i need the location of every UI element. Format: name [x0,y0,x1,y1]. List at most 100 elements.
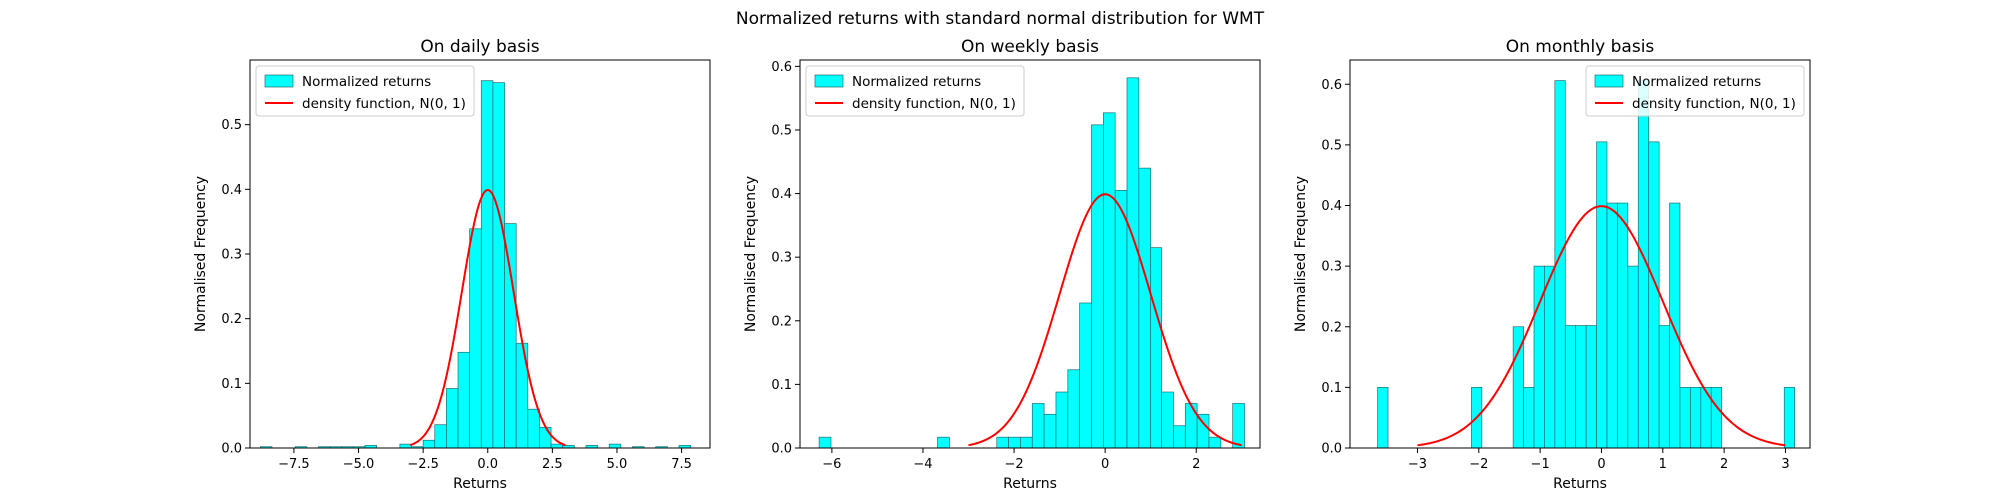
y-tick-label: 0.5 [771,123,792,138]
x-tick-label: 3 [1781,457,1789,472]
y-tick-label: 0.3 [771,251,792,266]
y-tick-label: 0.1 [771,378,792,393]
x-tick-label: −5.0 [343,457,375,472]
legend-bars-swatch [264,74,294,88]
legend-bars-swatch [1594,74,1624,88]
y-tick-label: 0.2 [771,314,792,329]
histogram-bar [1008,436,1021,449]
legend: Normalized returns density function, N(0,… [1585,65,1805,117]
histogram-bar [434,424,447,449]
histogram-bars [818,77,1245,449]
histogram-bar [527,408,540,449]
x-tick-label: 2.5 [542,457,563,472]
legend: Normalized returns density function, N(0,… [255,65,475,117]
histogram-bar [1208,436,1222,449]
histogram-bar [1091,124,1104,449]
histogram-bar [1575,325,1587,449]
histogram-bar [1648,141,1660,449]
x-tick-label: 0.0 [477,457,498,472]
legend-curve-label: density function, N(0, 1) [852,96,1016,112]
histogram-bar [1377,387,1389,449]
histogram-bar [457,351,471,449]
legend-bars-swatch [814,74,844,88]
x-tick-label: −2 [1469,457,1488,472]
histogram-bar [996,436,1009,449]
histogram-bar [1669,202,1681,449]
y-tick-label: 0.6 [771,60,792,75]
histogram-bar [1055,391,1069,449]
x-tick-label: −2 [1004,457,1023,472]
histogram-bar [1067,369,1080,449]
x-tick-label: 7.5 [671,457,692,472]
x-tick-label: 5.0 [607,457,628,472]
histogram-bar [480,80,494,449]
legend-box [255,65,475,117]
x-axis-label: Returns [453,476,507,492]
histogram-bar [550,443,564,449]
histogram-bar [608,443,622,449]
y-axis-label: Normalised Frequency [193,176,209,332]
histogram-bar [1031,403,1045,449]
histogram-bar [1196,413,1210,449]
y-tick-label: 0.2 [221,312,242,327]
y-tick-label: 0.0 [771,442,792,457]
histogram-bar [1020,436,1033,449]
y-tick-label: 0.4 [771,187,792,202]
subplot-3: −3 −2 −1 0 1 2 3 0.0 0.1 0.2 0.3 0.4 0.5 0.6 On monthl… [1293,37,1811,492]
legend-bars-label: Normalized returns [1632,74,1761,90]
y-tick-label: 0.5 [1321,138,1342,153]
histogram-bar [1043,413,1057,449]
histogram-bar [1138,167,1152,449]
histogram-bar [1679,387,1691,449]
legend: Normalized returns density function, N(0,… [805,65,1025,117]
x-tick-label: 0 [1101,457,1109,472]
histogram-bar [539,426,552,449]
subplot-1: −7.5 −5.0 −2.5 0.0 2.5 5.0 7.5 0.0 0.1 0.2 0.3 0.4 0… [193,37,711,492]
histogram-bar [1173,425,1186,449]
histogram-bar [1658,325,1670,449]
histogram-bar [1690,387,1702,449]
x-tick-label: 2 [1720,457,1728,472]
x-tick-label: −2.5 [407,457,439,472]
histogram-bar [1617,202,1629,449]
histogram-bars [1377,80,1796,449]
histogram-bar [1126,77,1140,449]
axes-frame [799,59,1261,449]
histogram-bar [1232,403,1245,449]
x-tick-label: −7.5 [278,457,310,472]
y-tick-label: 0.0 [221,442,242,457]
histogram-bar [399,443,412,449]
legend-bars-label: Normalized returns [302,74,431,90]
histogram-bar [1710,387,1723,449]
x-axis-label: Returns [1003,476,1057,492]
histogram-bar [1564,325,1577,449]
density-curve [968,193,1242,447]
histogram-bar [1627,265,1639,449]
density-curve [1417,205,1786,447]
y-tick-label: 0.5 [221,118,242,133]
y-tick-label: 0.3 [1321,260,1342,275]
histogram-bar [937,436,950,449]
subplots: −7.5 −5.0 −2.5 0.0 2.5 5.0 7.5 0.0 0.1 0.2 0.3 0.4 0… [193,37,1811,492]
x-tick-label: −6 [822,457,841,472]
x-tick-label: 1 [1659,457,1667,472]
histogram-bar [446,388,459,449]
y-tick-label: 0.4 [221,183,242,198]
legend-box [1585,65,1805,117]
subplot-2: −6 −4 −2 0 2 0.0 0.1 0.2 0.3 0.4 0.5 0.6 On weekly b… [743,37,1261,492]
histogram-bar [1184,403,1198,449]
histogram-bar [1544,265,1556,449]
y-tick-label: 0.2 [1321,320,1342,335]
density-curve [409,189,566,447]
x-tick-label: −3 [1408,457,1427,472]
histogram-bar [422,439,436,449]
legend-bars-label: Normalized returns [852,74,981,90]
x-tick-label: −1 [1531,457,1550,472]
histogram-bar [1585,325,1597,449]
figure-title: Normalized returns with standard normal … [736,9,1265,29]
y-tick-label: 0.6 [1321,78,1342,93]
histogram-bar [1606,202,1618,449]
histogram-bars [259,80,691,449]
y-axis-label: Normalised Frequency [743,176,759,332]
subplot-title: On monthly basis [1506,37,1655,57]
